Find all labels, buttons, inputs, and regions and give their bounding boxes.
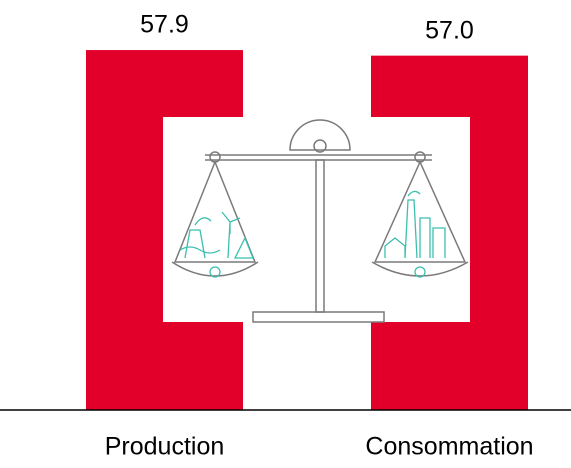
scale-illustration — [163, 117, 470, 323]
x-tick-label: Consommation — [365, 433, 533, 461]
value-label: 57.9 — [140, 11, 189, 39]
value-label: 57.0 — [425, 16, 474, 44]
x-tick-label: Production — [105, 433, 225, 461]
